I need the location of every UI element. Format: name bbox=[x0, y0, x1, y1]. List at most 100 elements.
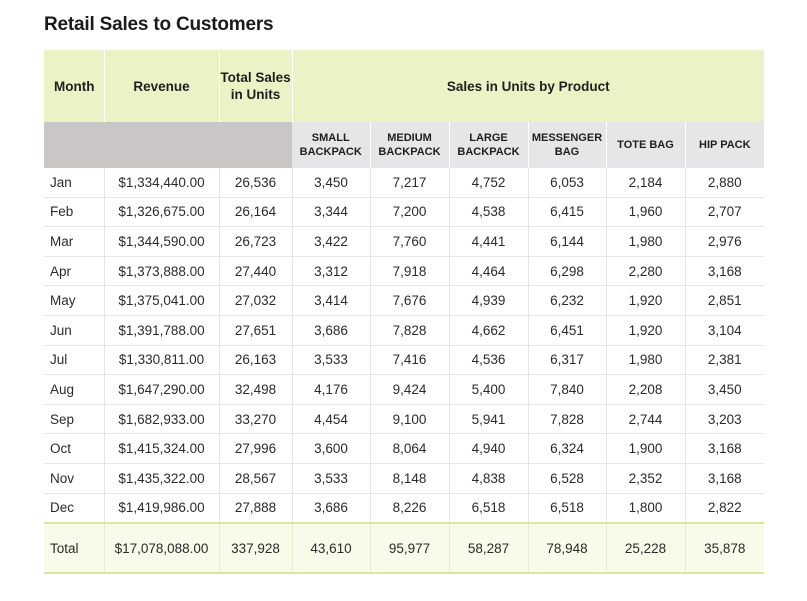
product-cell: 3,422 bbox=[292, 226, 371, 257]
total-label: Total bbox=[44, 522, 105, 575]
month-cell: Feb bbox=[44, 197, 105, 228]
header-product-tote-bag: TOTE BAG bbox=[606, 122, 686, 168]
product-cell: 8,226 bbox=[370, 493, 450, 524]
product-cell: 3,414 bbox=[292, 285, 371, 316]
table-row: Mar $1,344,590.00 26,723 3,422 7,760 4,441 6,1… bbox=[44, 226, 765, 257]
product-header-row: SMALL BACKPACK MEDIUM BACKPACK LARGE BAC… bbox=[44, 122, 765, 168]
header-spacer bbox=[44, 122, 104, 168]
header-product-large-backpack: LARGE BACKPACK bbox=[449, 122, 529, 168]
revenue-cell: $1,326,675.00 bbox=[104, 197, 220, 228]
product-cell: 7,217 bbox=[370, 168, 450, 198]
units-cell: 28,567 bbox=[219, 463, 293, 494]
header-product-small-backpack: SMALL BACKPACK bbox=[292, 122, 371, 168]
product-cell: 4,464 bbox=[449, 256, 529, 287]
units-cell: 27,888 bbox=[219, 493, 293, 524]
product-cell: 5,400 bbox=[449, 374, 529, 405]
header-total-units: Total Sales in Units bbox=[219, 50, 293, 122]
product-cell: 3,168 bbox=[685, 256, 765, 287]
product-cell: 6,451 bbox=[528, 315, 607, 346]
table-row: Jun $1,391,788.00 27,651 3,686 7,828 4,662 6,4… bbox=[44, 315, 765, 346]
product-cell: 3,533 bbox=[292, 345, 371, 376]
table-row: Nov $1,435,322.00 28,567 3,533 8,148 4,838 6,5… bbox=[44, 463, 765, 494]
product-cell: 2,707 bbox=[685, 197, 765, 228]
table-row: Jul $1,330,811.00 26,163 3,533 7,416 4,536 6,3… bbox=[44, 345, 765, 376]
product-cell: 2,208 bbox=[606, 374, 686, 405]
page-title: Retail Sales to Customers bbox=[44, 14, 274, 35]
product-cell: 3,686 bbox=[292, 493, 371, 524]
product-cell: 3,600 bbox=[292, 433, 371, 464]
revenue-cell: $1,682,933.00 bbox=[104, 404, 220, 435]
product-cell: 2,184 bbox=[606, 168, 686, 198]
product-cell: 1,920 bbox=[606, 315, 686, 346]
product-cell: 5,941 bbox=[449, 404, 529, 435]
product-cell: 2,352 bbox=[606, 463, 686, 494]
product-cell: 1,920 bbox=[606, 285, 686, 316]
units-cell: 33,270 bbox=[219, 404, 293, 435]
product-cell: 6,415 bbox=[528, 197, 607, 228]
revenue-cell: $1,647,290.00 bbox=[104, 374, 220, 405]
sales-table: Month Revenue Total Sales in Units Sales… bbox=[44, 50, 765, 575]
product-cell: 3,104 bbox=[685, 315, 765, 346]
product-cell: 3,344 bbox=[292, 197, 371, 228]
header-revenue: Revenue bbox=[104, 50, 220, 122]
total-product-cell: 35,878 bbox=[685, 522, 765, 575]
product-cell: 1,800 bbox=[606, 493, 686, 524]
total-revenue: $17,078,088.00 bbox=[104, 522, 220, 575]
product-cell: 9,424 bbox=[370, 374, 450, 405]
product-cell: 6,298 bbox=[528, 256, 607, 287]
product-cell: 6,053 bbox=[528, 168, 607, 198]
product-cell: 4,662 bbox=[449, 315, 529, 346]
month-cell: Jan bbox=[44, 168, 105, 198]
product-cell: 7,760 bbox=[370, 226, 450, 257]
revenue-cell: $1,330,811.00 bbox=[104, 345, 220, 376]
table-row: Sep $1,682,933.00 33,270 4,454 9,100 5,941 7,8… bbox=[44, 404, 765, 435]
total-product-cell: 25,228 bbox=[606, 522, 686, 575]
units-cell: 26,536 bbox=[219, 168, 293, 198]
revenue-cell: $1,344,590.00 bbox=[104, 226, 220, 257]
header-row: Month Revenue Total Sales in Units Sales… bbox=[44, 50, 765, 122]
revenue-cell: $1,391,788.00 bbox=[104, 315, 220, 346]
table-row: Oct $1,415,324.00 27,996 3,600 8,064 4,940 6,3… bbox=[44, 433, 765, 464]
product-cell: 7,918 bbox=[370, 256, 450, 287]
product-cell: 7,676 bbox=[370, 285, 450, 316]
units-cell: 27,651 bbox=[219, 315, 293, 346]
units-cell: 27,996 bbox=[219, 433, 293, 464]
product-cell: 3,533 bbox=[292, 463, 371, 494]
product-cell: 1,980 bbox=[606, 345, 686, 376]
product-cell: 7,840 bbox=[528, 374, 607, 405]
product-cell: 1,900 bbox=[606, 433, 686, 464]
product-cell: 6,518 bbox=[449, 493, 529, 524]
header-product-medium-backpack: MEDIUM BACKPACK bbox=[370, 122, 450, 168]
product-cell: 4,441 bbox=[449, 226, 529, 257]
total-units: 337,928 bbox=[219, 522, 293, 575]
product-cell: 7,828 bbox=[528, 404, 607, 435]
table-row: Dec $1,419,986.00 27,888 3,686 8,226 6,518 6,5… bbox=[44, 493, 765, 524]
revenue-cell: $1,375,041.00 bbox=[104, 285, 220, 316]
total-product-cell: 95,977 bbox=[370, 522, 450, 575]
month-cell: May bbox=[44, 285, 105, 316]
revenue-cell: $1,419,986.00 bbox=[104, 493, 220, 524]
product-cell: 6,528 bbox=[528, 463, 607, 494]
table-row: Feb $1,326,675.00 26,164 3,344 7,200 4,538 6,4… bbox=[44, 197, 765, 228]
total-product-cell: 78,948 bbox=[528, 522, 607, 575]
product-cell: 9,100 bbox=[370, 404, 450, 435]
product-cell: 4,838 bbox=[449, 463, 529, 494]
product-cell: 7,828 bbox=[370, 315, 450, 346]
table-row: Apr $1,373,888.00 27,440 3,312 7,918 4,464 6,2… bbox=[44, 256, 765, 287]
units-cell: 27,032 bbox=[219, 285, 293, 316]
revenue-cell: $1,373,888.00 bbox=[104, 256, 220, 287]
product-cell: 8,148 bbox=[370, 463, 450, 494]
product-cell: 3,312 bbox=[292, 256, 371, 287]
product-cell: 3,168 bbox=[685, 433, 765, 464]
header-spacer bbox=[104, 122, 219, 168]
revenue-cell: $1,415,324.00 bbox=[104, 433, 220, 464]
header-product-hip-pack: HIP PACK bbox=[685, 122, 765, 168]
revenue-cell: $1,435,322.00 bbox=[104, 463, 220, 494]
product-cell: 2,280 bbox=[606, 256, 686, 287]
table-row: Jan $1,334,440.00 26,536 3,450 7,217 4,752 6,0… bbox=[44, 168, 765, 198]
product-cell: 3,686 bbox=[292, 315, 371, 346]
month-cell: Oct bbox=[44, 433, 105, 464]
product-cell: 4,176 bbox=[292, 374, 371, 405]
product-cell: 1,960 bbox=[606, 197, 686, 228]
product-cell: 6,317 bbox=[528, 345, 607, 376]
